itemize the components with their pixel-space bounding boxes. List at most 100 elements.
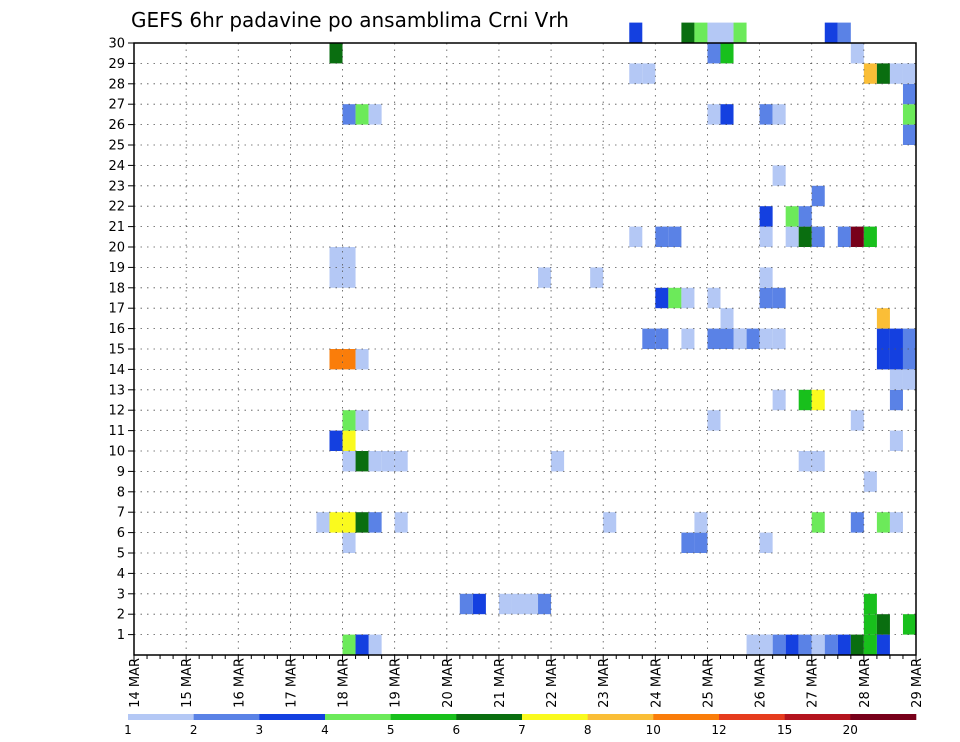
precip-cell [668,226,682,247]
precip-cell [902,349,916,370]
precip-cell [876,63,890,84]
precip-cell [902,104,916,125]
y-tick-label: 16 [108,322,125,337]
precip-cell [720,22,734,43]
y-tick-label: 28 [108,77,125,92]
precip-cell [824,22,838,43]
precip-cell [368,634,382,655]
precip-cell [733,328,747,349]
precip-cell [850,410,864,431]
precip-cell [863,63,877,84]
precip-cell [798,206,812,227]
x-tick-label: 21 MAR [493,658,508,708]
precip-cell [902,369,916,390]
y-tick-label: 4 [117,567,125,582]
colorbar-label: 20 [843,723,858,737]
precip-cell [342,451,356,472]
precip-cell [759,206,773,227]
colorbar-swatch [325,714,391,720]
precip-cell [889,369,903,390]
y-tick-label: 29 [108,57,125,72]
precip-cell [889,328,903,349]
x-tick-label: 20 MAR [441,658,456,708]
precip-cell [798,226,812,247]
y-tick-label: 17 [108,302,125,317]
precip-cell [902,124,916,145]
y-tick-label: 7 [117,506,125,521]
precip-cell [837,634,851,655]
colorbar-swatch [128,714,194,720]
colorbar-label: 10 [646,723,661,737]
colorbar-label: 5 [387,723,395,737]
precip-cell [342,532,356,553]
precip-cell [707,43,721,64]
precip-cell [498,593,512,615]
precip-cell [889,349,903,370]
y-tick-label: 8 [117,485,125,500]
y-tick-label: 13 [108,383,125,398]
precip-cell [342,104,356,125]
y-tick-label: 2 [117,608,125,623]
precip-cell [746,634,760,655]
colorbar-swatch [193,714,260,720]
precip-cell [329,430,343,451]
y-tick-label: 6 [117,526,125,541]
precip-cell [394,512,408,533]
y-tick-label: 22 [108,200,125,215]
precip-cell [694,512,708,533]
precip-cell [837,226,851,247]
precip-cell [759,287,773,309]
x-tick-label: 23 MAR [597,658,612,708]
precip-cell [772,634,786,655]
precip-cell [707,410,721,431]
colorbar-label: 2 [190,723,198,737]
y-tick-label: 25 [108,139,125,154]
precip-cell [785,206,799,227]
precip-cell [681,532,695,553]
cells-layer [316,22,916,655]
precip-cell [551,451,565,472]
precip-cell [772,328,786,349]
x-tick-label: 24 MAR [649,658,664,708]
precip-cell [329,267,343,288]
precip-cell [759,532,773,553]
precip-cell [342,410,356,431]
precip-cell [720,104,734,125]
precip-cell [355,634,369,655]
precip-cell [876,349,890,370]
precip-cell [355,451,369,472]
x-tick-label: 19 MAR [389,658,404,708]
precip-cell [694,532,708,553]
precip-cell [902,63,916,84]
precip-cell [811,226,825,247]
chart-title: GEFS 6hr padavine po ansamblima Crni Vrh [131,8,569,32]
y-tick-label: 24 [108,159,125,174]
precip-cell [759,104,773,125]
precip-cell [759,328,773,349]
precip-cell [655,328,669,349]
x-tick-label: 15 MAR [180,658,195,708]
precip-cell [381,451,395,472]
y-tick-label: 26 [108,118,125,133]
colorbar-swatch [587,714,654,720]
colorbar-swatch [850,714,917,720]
precip-cell [720,308,734,329]
precip-cell [850,226,864,247]
y-tick-label: 18 [108,281,125,296]
precip-cell [655,226,669,247]
precip-cell [342,267,356,288]
precip-cell [655,287,669,309]
precip-cell [720,43,734,64]
precip-cell [681,22,695,43]
precip-cell [811,389,825,411]
colorbar: 1 2 3 4 5 6 7 8 10 12 15 20 [124,714,917,737]
precip-cell [342,349,356,370]
y-tick-label: 1 [117,628,125,643]
precip-cell [538,593,552,615]
y-tick-label: 27 [108,98,125,113]
colorbar-swatch [456,714,523,720]
precip-cell [316,512,330,533]
x-tick-label: 22 MAR [545,658,560,708]
y-axis: 1234567891011121314151617181920212223242… [108,37,134,643]
precip-cell [355,410,369,431]
